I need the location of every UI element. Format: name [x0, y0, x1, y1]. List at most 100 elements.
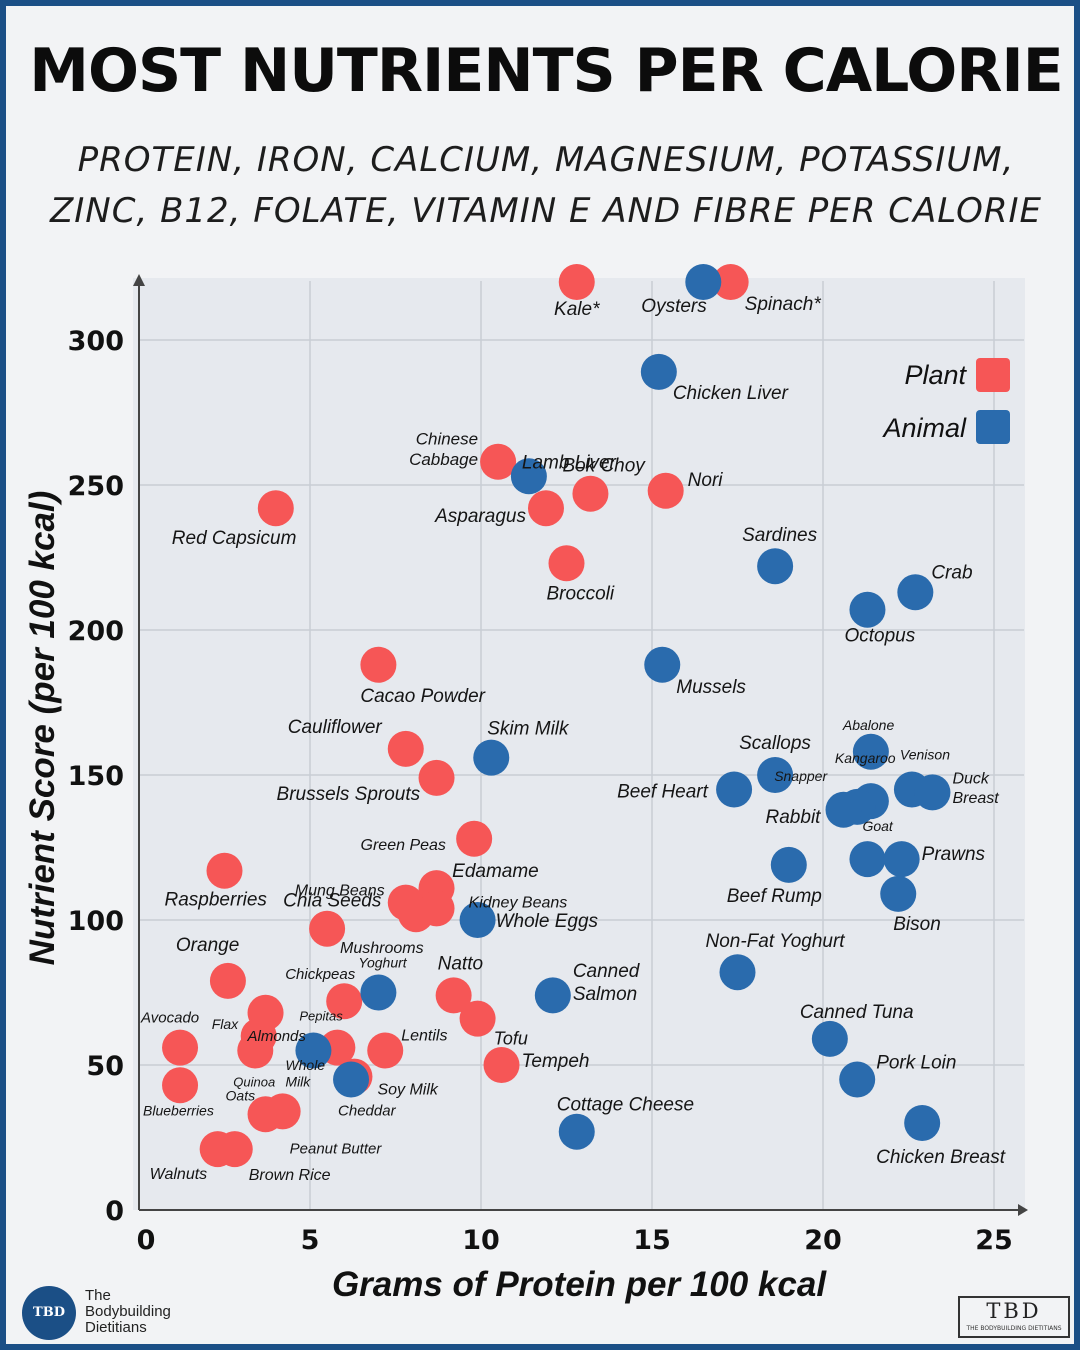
data-point: [770, 846, 807, 883]
data-label: Skim Milk: [487, 719, 570, 740]
data-label: Spinach*: [745, 294, 822, 315]
y-axis-arrow: [133, 274, 145, 286]
data-point: [237, 1032, 274, 1069]
data-point: [647, 472, 684, 509]
data-label: Mung Beans: [295, 883, 385, 900]
data-point: [719, 954, 756, 991]
legend-plant-label: Plant: [904, 360, 967, 390]
data-point: [398, 896, 435, 933]
data-label: Brown Rice: [249, 1167, 331, 1184]
y-tick-label: 150: [68, 761, 124, 792]
data-point: [640, 353, 677, 390]
x-tick-label: 15: [633, 1225, 671, 1256]
brand-right-logo-text: TBD: [986, 1299, 1042, 1323]
data-label: Sardines: [742, 525, 817, 546]
data-point: [435, 977, 472, 1014]
legend-animal-swatch: [976, 410, 1010, 444]
x-tick-label: 5: [301, 1225, 320, 1256]
data-label: Almonds: [247, 1028, 307, 1045]
data-label: Yoghurt: [358, 955, 407, 971]
data-label: Soy Milk: [377, 1082, 438, 1099]
data-point: [387, 730, 424, 767]
data-point: [572, 475, 609, 512]
brand-name-line-2: Bodybuilding: [85, 1303, 171, 1320]
data-point: [558, 1113, 595, 1150]
data-label: Tofu: [494, 1029, 528, 1049]
data-label: Kidney Beans: [469, 894, 568, 911]
data-label: Broccoli: [547, 583, 615, 604]
data-point: [360, 646, 397, 683]
data-label: Rabbit: [766, 807, 822, 828]
legend-plant-swatch: [976, 358, 1010, 392]
data-label: Goat: [862, 818, 893, 834]
x-tick-label: 25: [975, 1225, 1013, 1256]
data-label: Tempeh: [522, 1051, 590, 1072]
data-label: Octopus: [844, 626, 915, 647]
data-point: [473, 739, 510, 776]
data-point: [644, 646, 681, 683]
data-label: Chicken Breast: [876, 1147, 1006, 1168]
data-point: [206, 852, 243, 889]
data-label: Edamame: [452, 861, 539, 882]
data-label: Peanut Butter: [290, 1140, 383, 1157]
data-label: Venison: [900, 747, 950, 763]
data-point: [883, 841, 920, 878]
page-title: MOST NUTRIENTS PER CALORIE: [29, 36, 1064, 106]
data-point: [757, 548, 794, 585]
data-label: Cheddar: [338, 1103, 397, 1120]
y-axis-label: Nutrient Score (per 100 kcal): [23, 491, 62, 966]
data-label: Raspberries: [165, 890, 268, 911]
data-labels: Kale* Spinach* Chinese Cabbage Asparagus Bok …: [140, 294, 1006, 1184]
legend-animal-label: Animal: [881, 413, 967, 443]
data-label: Asparagus: [434, 506, 526, 527]
data-point: [162, 1067, 199, 1104]
data-point: [257, 490, 294, 527]
data-label: Flax: [212, 1016, 239, 1032]
x-axis-arrow: [1018, 1204, 1028, 1216]
data-label: Pork Loin: [876, 1053, 956, 1074]
data-point: [558, 264, 595, 300]
data-label: Quinoa: [233, 1075, 275, 1090]
y-tick-label: 250: [68, 471, 124, 502]
data-label: Blueberries: [143, 1102, 214, 1118]
data-point: [527, 490, 564, 527]
brand-right-tagline: THE BODYBUILDING DIETITIANS: [966, 1325, 1062, 1332]
data-label: Canned Tuna: [800, 1002, 914, 1023]
x-tick-label: 0: [137, 1225, 156, 1256]
data-label: Kangaroo: [835, 750, 896, 766]
data-point: [162, 1029, 199, 1066]
data-point: [534, 977, 571, 1014]
data-label: Orange: [176, 935, 239, 956]
data-point: [685, 264, 722, 300]
subtitle-line-2: ZINC, B12, FOLATE, VITAMIN E AND FIBRE P…: [49, 191, 1043, 231]
data-point: [897, 574, 934, 611]
brand-right-logo: TBD THE BODYBUILDING DIETITIANS: [958, 1296, 1070, 1338]
y-tick-label: 100: [68, 906, 124, 937]
data-label: Oats: [226, 1087, 256, 1103]
data-point: [326, 983, 363, 1020]
data-points: [162, 264, 951, 1168]
data-label: Cacao Powder: [360, 686, 485, 707]
x-tick-label: 20: [804, 1225, 842, 1256]
data-label: Lentils: [401, 1028, 447, 1045]
data-point: [216, 1131, 253, 1168]
tbd-logo-icon: TBD: [22, 1286, 76, 1340]
x-axis-label: Grams of Protein per 100 kcal: [332, 1265, 827, 1304]
data-label: Red Capsicum: [172, 528, 297, 549]
data-label: Pepitas: [299, 1009, 343, 1024]
data-point: [418, 759, 455, 796]
data-point: [459, 902, 496, 938]
brand-name-line-3: Dietitians: [85, 1319, 147, 1336]
data-point: [716, 771, 753, 808]
data-label: Scallops: [739, 733, 811, 754]
data-point: [360, 974, 397, 1011]
data-label: Bison: [893, 914, 941, 935]
y-tick-label: 50: [86, 1051, 124, 1082]
data-label: Walnuts: [150, 1166, 208, 1183]
data-label: Chia Seeds: [283, 891, 382, 912]
data-point: [295, 1032, 332, 1069]
data-point: [459, 1000, 496, 1037]
data-label: Cottage Cheese: [557, 1095, 694, 1116]
